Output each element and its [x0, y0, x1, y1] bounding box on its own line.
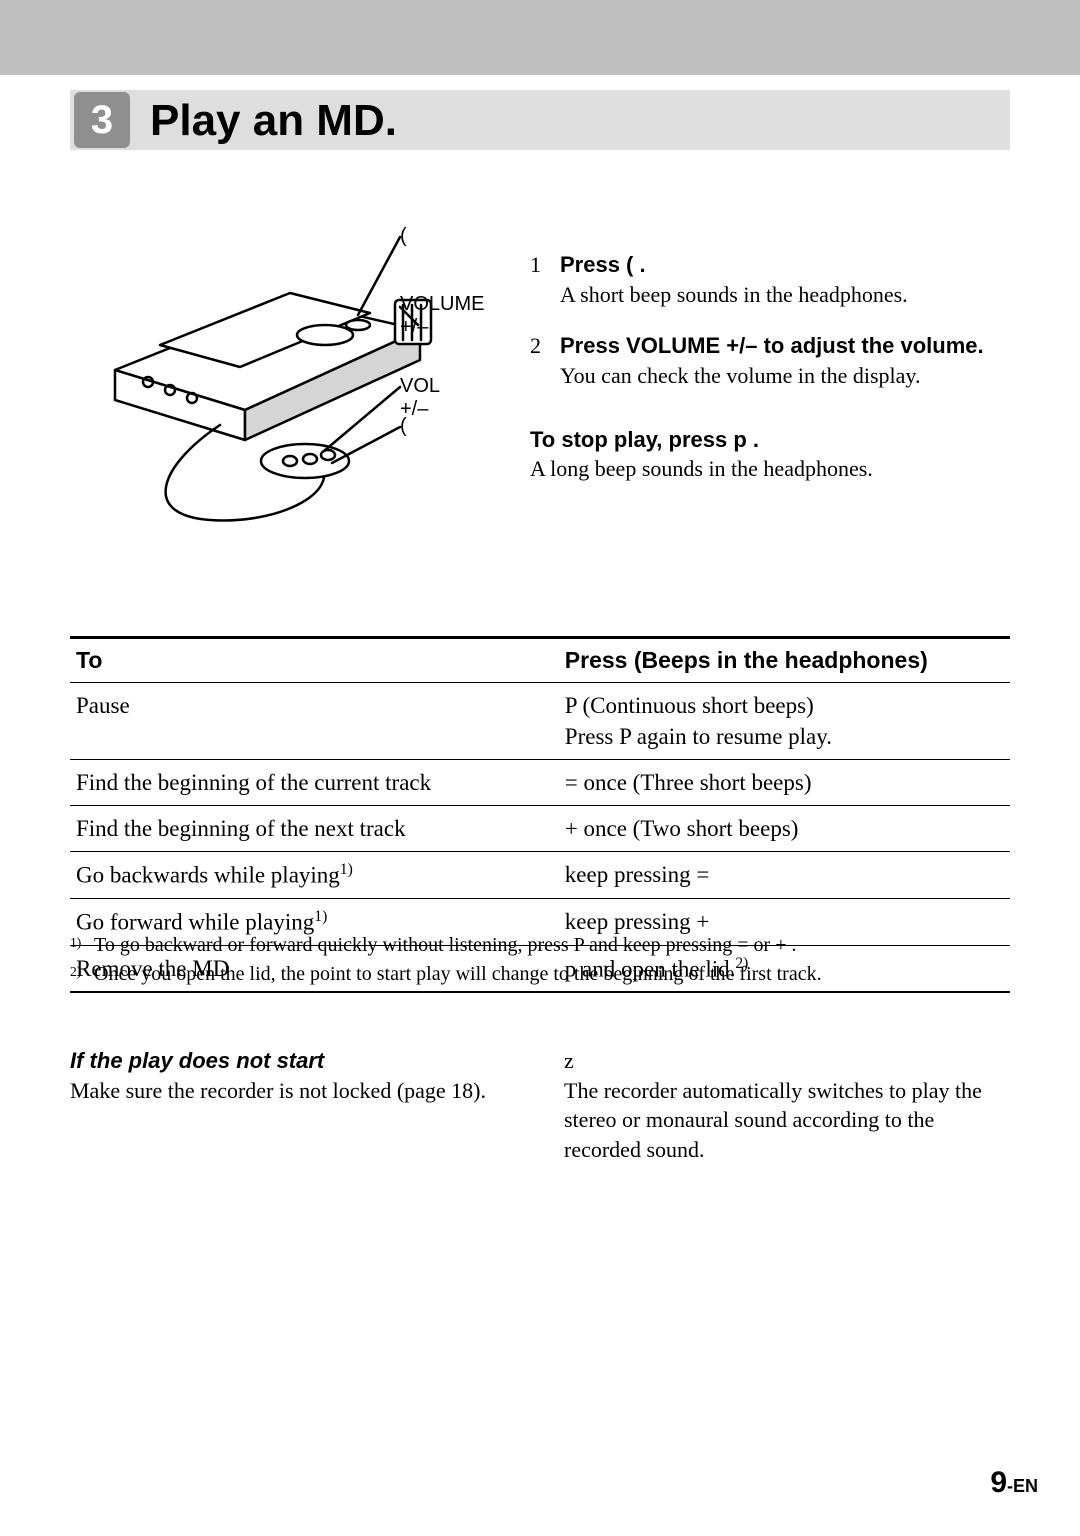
table-row: Go backwards while playing1)keep pressin… — [70, 852, 1010, 899]
page-number-value: 9 — [990, 1466, 1007, 1499]
step-1-number: 1 — [530, 250, 541, 280]
note-right: z The recorder automatically switches to… — [564, 1046, 1010, 1165]
page-top-band — [0, 0, 1080, 75]
step-1-title: Press ( . — [560, 252, 646, 277]
step-1: 1 Press ( . A short beep sounds in the h… — [530, 250, 1010, 309]
note-left-body: Make sure the recorder is not locked (pa… — [70, 1076, 516, 1106]
stop-detail: A long beep sounds in the headphones. — [530, 456, 873, 481]
cell-press: P (Continuous short beeps)Press P again … — [559, 683, 1010, 760]
cell-press: keep pressing = — [559, 852, 1010, 899]
table-row: Find the beginning of the current track=… — [70, 760, 1010, 806]
table-row: Find the beginning of the next track+ on… — [70, 806, 1010, 852]
col-to: To — [70, 638, 559, 683]
step-2: 2 Press VOLUME +/– to adjust the volume.… — [530, 331, 1010, 390]
label-vol-remote: VOL +/– — [400, 375, 470, 421]
table-row: PauseP (Continuous short beeps)Press P a… — [70, 683, 1010, 760]
footnote-2: 2)Once you open the lid, the point to st… — [70, 961, 1010, 988]
step-number-badge: 3 — [74, 92, 130, 148]
label-volume-main: VOLUME +/– — [400, 293, 484, 339]
page-number-suffix: -EN — [1007, 1476, 1038, 1496]
step-2-number: 2 — [530, 331, 541, 361]
step-1-detail: A short beep sounds in the headphones. — [560, 282, 908, 307]
table-header-row: To Press (Beeps in the headphones) — [70, 638, 1010, 683]
cell-press: + once (Two short beeps) — [559, 806, 1010, 852]
note-right-heading: z — [564, 1046, 1010, 1076]
cell-to: Go backwards while playing1) — [70, 852, 559, 899]
col-press: Press (Beeps in the headphones) — [559, 638, 1010, 683]
note-left: If the play does not start Make sure the… — [70, 1046, 516, 1165]
step-2-title: Press VOLUME +/– to adjust the volume. — [560, 333, 984, 358]
device-diagram: ( VOLUME +/– VOL +/– ( — [100, 215, 470, 545]
stop-title: To stop play, press p . — [530, 427, 759, 452]
stop-instruction: To stop play, press p . A long beep soun… — [530, 425, 1010, 484]
bottom-notes: If the play does not start Make sure the… — [70, 1046, 1010, 1165]
cell-to: Find the beginning of the current track — [70, 760, 559, 806]
note-left-heading: If the play does not start — [70, 1046, 516, 1076]
step-2-detail: You can check the volume in the display. — [560, 363, 921, 388]
label-play-button: ( — [400, 225, 407, 248]
footnote-1: 1)To go backward or forward quickly with… — [70, 932, 1010, 959]
note-right-body: The recorder automatically switches to p… — [564, 1076, 1010, 1165]
label-play-remote: ( — [400, 415, 407, 438]
page-number: 9-EN — [990, 1466, 1038, 1500]
instruction-block: 1 Press ( . A short beep sounds in the h… — [530, 250, 1010, 484]
cell-press: = once (Three short beeps) — [559, 760, 1010, 806]
section-title: Play an MD. — [150, 96, 397, 146]
cell-to: Find the beginning of the next track — [70, 806, 559, 852]
cell-to: Pause — [70, 683, 559, 760]
footnotes: 1)To go backward or forward quickly with… — [70, 932, 1010, 990]
